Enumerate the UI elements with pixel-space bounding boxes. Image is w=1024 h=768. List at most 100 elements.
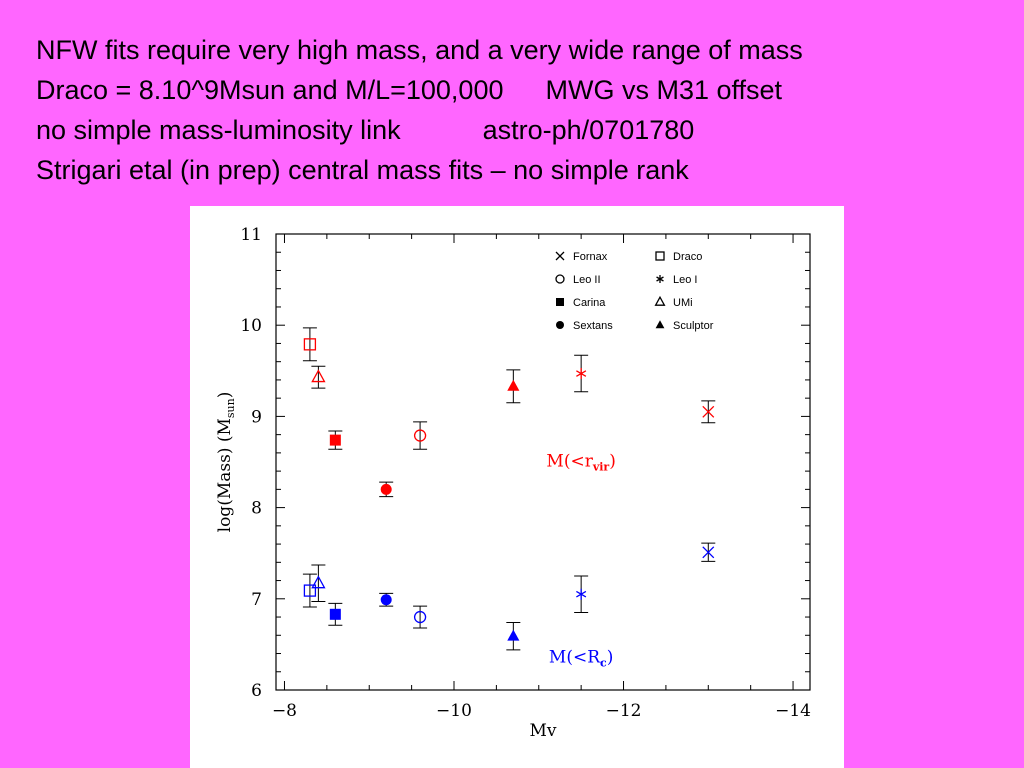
chart-legend: Fornax Draco Leo II Leo I Carina UMi Sextans Sc…: [555, 251, 714, 332]
x-marker: [555, 251, 565, 261]
filled-square-marker: [329, 608, 341, 620]
error-bar: [311, 564, 326, 603]
open-square-marker: [303, 584, 317, 597]
y-axis-label-sub: sun: [224, 398, 237, 418]
open-circle-marker: [413, 610, 427, 624]
open-square-marker: [303, 338, 317, 351]
filled-triangle-marker: [655, 320, 665, 329]
slide-line-4: Strigari etal (in prep) central mass fit…: [36, 150, 803, 190]
filled-square-marker: [329, 434, 341, 446]
annotation-sub: c: [600, 657, 607, 670]
legend-item: Carina: [556, 297, 606, 309]
error-bar: [302, 573, 317, 608]
mass-vs-magnitude-chart: 6 7 8 9 10 11 −8 −10 −12 −14 Fornax Draco Leo II Leo…: [215, 225, 811, 741]
data-point: [302, 573, 317, 608]
legend-label: Draco: [673, 251, 702, 263]
plot-frame: [275, 233, 811, 691]
data-point: [506, 369, 521, 404]
legend-label: Sextans: [573, 320, 613, 332]
slide-line-1: NFW fits require very high mass, and a v…: [36, 30, 803, 70]
annotation-main: M(<R: [549, 648, 601, 668]
filled-circle-marker: [556, 321, 564, 329]
open-triangle-marker: [311, 369, 326, 383]
y-tick-label: 9: [251, 407, 262, 427]
open-triangle-marker: [311, 575, 326, 589]
y-tick-label: 6: [251, 681, 262, 701]
slide-text-block: NFW fits require very high mass, and a v…: [36, 30, 803, 190]
legend-label: Fornax: [573, 251, 608, 263]
axis-ticks: 6 7 8 9 10 11 −8 −10 −12 −14: [240, 225, 811, 721]
data-point: [328, 602, 343, 626]
filled-circle-marker: [380, 594, 392, 606]
star-marker: [656, 275, 664, 283]
data-point: [574, 575, 589, 613]
open-square-marker: [655, 251, 665, 261]
error-bar: [302, 327, 317, 362]
legend-label: Carina: [573, 297, 606, 309]
data-point: [311, 564, 326, 603]
y-axis-label-main: log(Mass) (M: [215, 418, 235, 532]
data-point: [506, 622, 521, 651]
filled-triangle-marker: [507, 629, 520, 641]
data-point: [379, 592, 394, 607]
star-marker: [576, 368, 587, 380]
slide-line-2: Draco = 8.10^9Msun and M/L=100,000 MWG vs…: [36, 70, 803, 110]
open-triangle-marker: [654, 295, 666, 306]
series-annotation: M(<rvir): [546, 452, 615, 474]
x-tick-label: −14: [775, 701, 811, 721]
y-axis-label-close: ): [215, 392, 235, 399]
open-circle-marker: [555, 274, 565, 284]
y-axis-label: log(Mass) (Msun): [215, 392, 237, 533]
filled-triangle-marker: [507, 379, 520, 391]
y-tick-label: 11: [240, 225, 262, 245]
annotation-main: M(<r: [546, 452, 593, 472]
x-marker: [702, 405, 715, 418]
error-bar: [413, 605, 428, 629]
series-annotation: M(<Rc): [549, 648, 613, 670]
error-bar: [413, 421, 428, 450]
data-points: [302, 327, 716, 651]
data-point: [379, 481, 394, 498]
line-3-right-text: astro-ph/0701780: [482, 115, 695, 145]
legend-label: Sculptor: [673, 320, 714, 332]
data-point: [701, 400, 716, 424]
filled-circle-marker: [380, 483, 392, 495]
legend-item: UMi: [654, 295, 693, 309]
y-tick-label: 10: [240, 316, 262, 336]
line-2-right-text: MWG vs M31 offset: [545, 75, 783, 105]
line-1-text: NFW fits require very high mass, and a v…: [36, 35, 803, 65]
data-point: [413, 605, 428, 629]
annotation-close: ): [609, 452, 616, 472]
x-marker: [702, 546, 715, 559]
legend-item: Leo II: [555, 274, 601, 286]
line-4-text: Strigari etal (in prep) central mass fit…: [36, 155, 689, 185]
x-tick-label: −10: [436, 701, 472, 721]
annotation-sub: vir: [592, 461, 610, 474]
x-axis-label: Mv: [529, 721, 556, 741]
data-point: [302, 327, 317, 362]
open-circle-marker: [413, 429, 427, 442]
line-2-left-text: Draco = 8.10^9Msun and M/L=100,000: [36, 75, 504, 105]
y-tick-label: 7: [251, 590, 262, 610]
legend-item: Sculptor: [655, 320, 714, 332]
data-point: [311, 365, 326, 389]
slide-line-3: no simple mass-luminosity link astro-ph/0…: [36, 110, 803, 150]
data-point: [574, 354, 589, 393]
legend-item: Draco: [655, 251, 702, 263]
legend-label: UMi: [673, 297, 693, 309]
chart-annotations: M(<rvir)M(<Rc): [546, 452, 615, 670]
x-tick-label: −12: [606, 701, 642, 721]
x-tick-label: −8: [272, 701, 297, 721]
legend-item: Leo I: [656, 274, 697, 286]
data-point: [701, 542, 716, 562]
legend-label: Leo I: [673, 274, 697, 286]
legend-label: Leo II: [573, 274, 601, 286]
data-point: [328, 430, 343, 450]
legend-item: Sextans: [556, 320, 613, 332]
y-tick-label: 8: [251, 499, 262, 519]
annotation-close: ): [607, 648, 614, 668]
star-marker: [576, 588, 587, 600]
line-3-left-text: no simple mass-luminosity link: [36, 115, 401, 145]
filled-square-marker: [556, 298, 564, 306]
chart-panel: 6 7 8 9 10 11 −8 −10 −12 −14 Fornax Draco Leo II Leo…: [190, 206, 844, 768]
